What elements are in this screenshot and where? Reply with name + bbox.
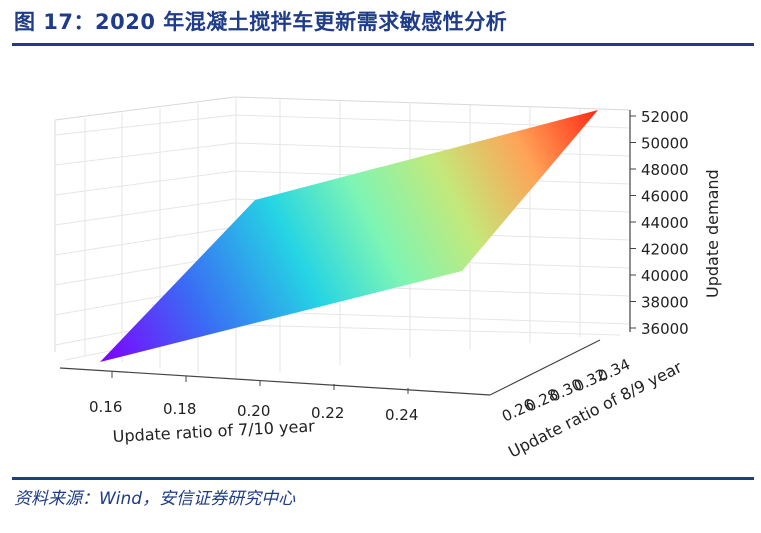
x-tick-label: 0.18 — [163, 400, 196, 418]
x-tick-label: 0.20 — [237, 402, 270, 420]
x-tick-label: 0.22 — [311, 404, 344, 422]
z-tick-label: 42000 — [641, 241, 689, 259]
y-tick-label: 0.34 — [595, 355, 633, 385]
z-tick-label: 38000 — [641, 294, 689, 312]
surface-plane — [100, 110, 598, 362]
source-note: 资料来源：Wind，安信证券研究中心 — [14, 489, 296, 509]
z-tick-label: 44000 — [641, 214, 689, 232]
x-ticks: 0.16 0.18 0.20 0.22 0.24 — [89, 372, 418, 424]
x-tick-label: 0.16 — [89, 398, 122, 416]
source-rule — [12, 477, 754, 480]
surface-chart: 0.16 0.18 0.20 0.22 0.24 0.260.280.300.320.3… — [54, 96, 722, 462]
axis-frame — [59, 110, 631, 396]
z-tick-label: 40000 — [641, 267, 689, 285]
x-axis-label: Update ratio of 7/10 year — [112, 416, 315, 446]
z-axis-label: Update demand — [703, 169, 722, 298]
z-tick-label: 52000 — [641, 108, 689, 126]
z-tick-label: 46000 — [641, 188, 689, 206]
x-tick-label: 0.24 — [385, 406, 418, 424]
z-tick-label: 50000 — [641, 135, 689, 153]
z-tick-label: 48000 — [641, 161, 689, 179]
z-tick-label: 36000 — [641, 320, 689, 338]
title-rule — [12, 43, 754, 46]
figure-title: 图 17：2020 年混凝土搅拌车更新需求敏感性分析 — [14, 10, 508, 34]
z-ticks: 36000 38000 40000 42000 44000 46000 48000 50000… — [630, 108, 689, 338]
